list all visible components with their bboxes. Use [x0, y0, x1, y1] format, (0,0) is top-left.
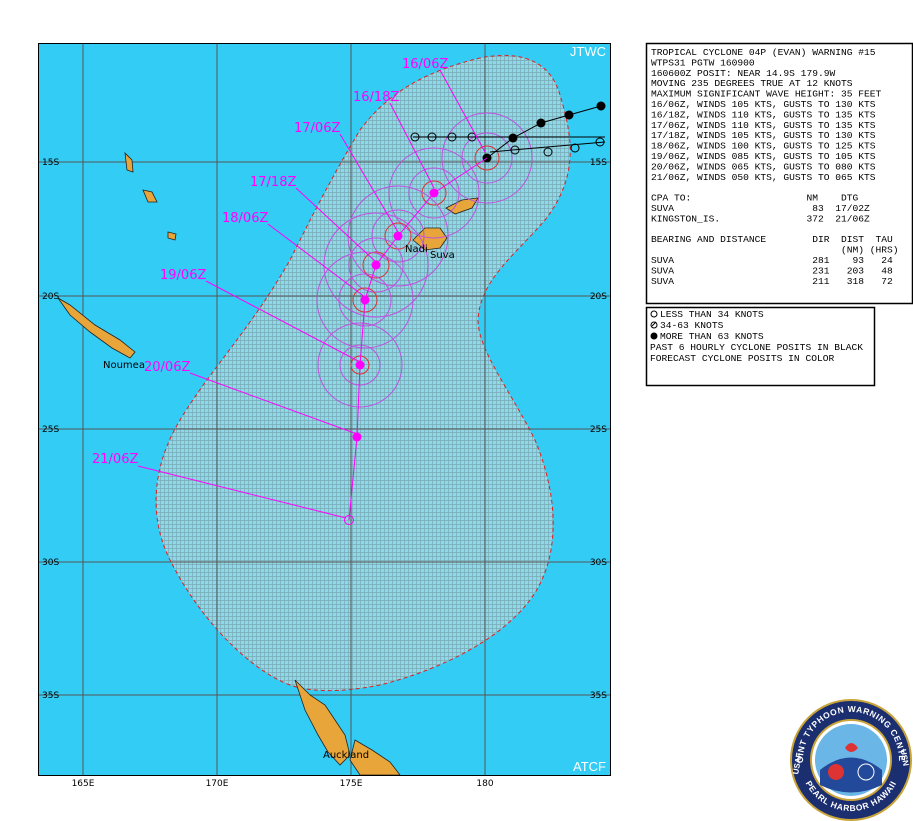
lat-label: 20S	[42, 292, 59, 302]
lat-label: 30S	[590, 558, 607, 568]
legend-item: MORE THAN 63 KNOTS	[660, 331, 764, 342]
lat-labels: 15S 20S 25S 30S 35S 15S 20S 25S 30S 35S	[42, 158, 607, 701]
warning-text: TROPICAL CYCLONE 04P (EVAN) WARNING #15W…	[651, 47, 899, 287]
warning-line: 16/06Z, WINDS 105 KTS, GUSTS TO 130 KTS	[651, 99, 876, 110]
wind-radii	[316, 112, 533, 408]
legend-symbols	[650, 310, 658, 340]
lat-label: 15S	[42, 158, 59, 168]
lat-label: 25S	[590, 425, 607, 435]
legend-note: FORECAST CYCLONE POSITS IN COLOR	[650, 353, 834, 364]
warning-line: 18/06Z, WINDS 100 KTS, GUSTS TO 125 KTS	[651, 141, 876, 152]
forecast-leaders	[137, 69, 488, 521]
warning-line: 160600Z POSIT: NEAR 14.9S 179.9W	[651, 68, 835, 79]
lat-label: 25S	[42, 425, 59, 435]
place-label: Nadi	[405, 244, 428, 255]
legend-item: 34-63 KNOTS	[660, 320, 724, 331]
lon-label: 165E	[72, 779, 95, 789]
forecast-label: 18/06Z	[222, 211, 268, 226]
forecast-label: 17/06Z	[294, 121, 340, 136]
warning-line: (NM) (HRS)	[651, 245, 899, 256]
warning-line: 21/06Z, WINDS 050 KTS, GUSTS TO 065 KTS	[651, 172, 876, 183]
lon-label: 175E	[340, 779, 363, 789]
lon-labels: 165E 170E 175E 180	[72, 779, 494, 789]
forecast-weak-posit	[344, 515, 354, 525]
warning-line: KINGSTON_IS. 372 21/06Z	[651, 213, 870, 224]
forecast-label: 19/06Z	[160, 268, 206, 283]
past-weak-posits	[410, 132, 605, 157]
lat-label: 20S	[590, 292, 607, 302]
lat-label: 35S	[42, 691, 59, 701]
warning-line: 20/06Z, WINDS 065 KTS, GUSTS TO 080 KTS	[651, 161, 876, 172]
map-frame	[38, 43, 611, 776]
forecast-label: 16/18Z	[353, 90, 399, 105]
forecast-label: 16/06Z	[402, 57, 448, 72]
legend-item: LESS THAN 34 KNOTS	[660, 309, 764, 320]
forecast-posits	[352, 188, 439, 442]
warning-line: SUVA 83 17/02Z	[651, 203, 870, 214]
place-label: Noumea	[103, 360, 145, 371]
warning-line: 17/18Z, WINDS 105 KTS, GUSTS TO 130 KTS	[651, 130, 876, 141]
warning-box	[645, 42, 913, 305]
map: 16/06Z 16/18Z 17/06Z 17/18Z 18/06Z 19/06…	[39, 44, 610, 775]
warning-line: MOVING 235 DEGREES TRUE AT 12 KNOTS	[651, 78, 853, 89]
place-label: Auckland	[323, 750, 369, 761]
corner-label: ATCF	[573, 759, 606, 774]
warning-line: 17/06Z, WINDS 110 KTS, GUSTS TO 135 KTS	[651, 120, 876, 131]
place-label: Suva	[430, 250, 455, 261]
legend-note: PAST 6 HOURLY CYCLONE POSITS IN BLACK	[650, 342, 863, 353]
logo-left: USAF	[791, 752, 804, 775]
warning-line: SUVA 231 203 48	[651, 265, 893, 276]
forecast-label: 17/18Z	[250, 175, 296, 190]
logo-right: USN	[899, 748, 911, 766]
warning-line: 16/18Z, WINDS 110 KTS, GUSTS TO 135 KTS	[651, 109, 876, 120]
forecast-label: 21/06Z	[92, 452, 138, 467]
lon-label: 170E	[206, 779, 229, 789]
warning-line: MAXIMUM SIGNIFICANT WAVE HEIGHT: 35 FEET	[651, 89, 882, 100]
legend-box	[645, 306, 876, 387]
lat-label: 35S	[590, 691, 607, 701]
warning-line: TROPICAL CYCLONE 04P (EVAN) WARNING #15	[651, 47, 876, 58]
lon-label: 180	[476, 779, 493, 789]
warning-line: CPA TO: NM DTG	[651, 193, 859, 204]
lat-label: 30S	[42, 558, 59, 568]
past-posits	[482, 101, 606, 163]
warning-line: SUVA 211 318 72	[651, 276, 893, 287]
forecast-label: 20/06Z	[144, 360, 190, 375]
warning-line: SUVA 281 93 24	[651, 255, 893, 266]
land	[57, 151, 479, 775]
warning-line: WTPS31 PGTW 160900	[651, 57, 755, 68]
warning-line: 19/06Z, WINDS 085 KTS, GUSTS TO 105 KTS	[651, 151, 876, 162]
lat-label: 15S	[590, 158, 607, 168]
corner-label: JTWC	[570, 44, 606, 59]
warning-line: BEARING AND DISTANCE DIR DIST TAU	[651, 234, 893, 245]
graticule	[39, 44, 610, 775]
